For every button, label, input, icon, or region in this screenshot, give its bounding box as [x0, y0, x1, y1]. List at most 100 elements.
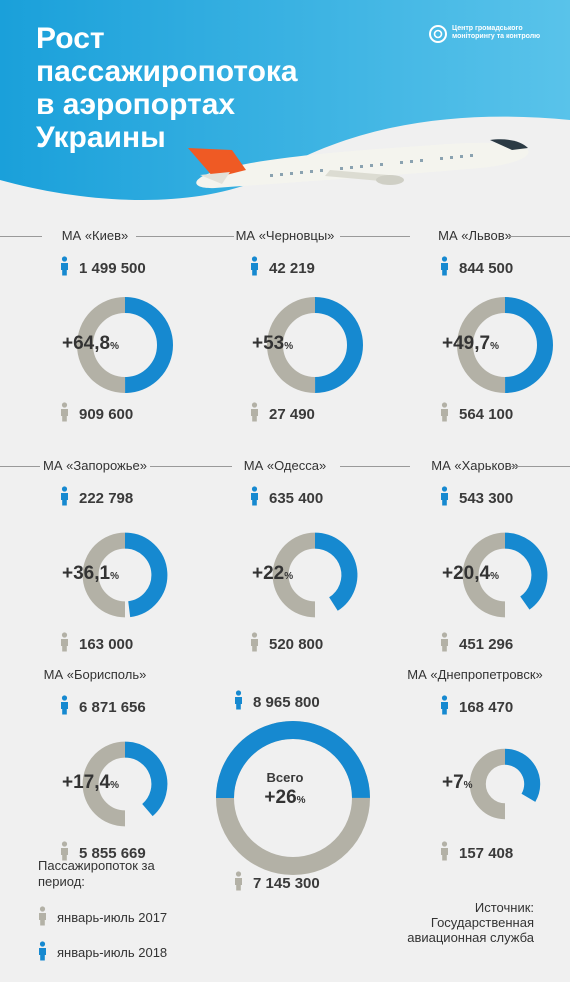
- total-previous: 7 145 300: [234, 871, 320, 895]
- person-icon: [60, 632, 69, 656]
- growth-unit: %: [110, 571, 119, 582]
- current-value: 6 871 656: [79, 698, 146, 716]
- current-value: 222 798: [79, 489, 134, 507]
- previous-value: 564 100: [459, 405, 514, 423]
- monitoring-logo-icon: [429, 25, 447, 43]
- divider-line: [150, 466, 190, 467]
- previous-value: 909 600: [79, 405, 134, 423]
- growth-donut: [77, 297, 173, 393]
- current-value: 1 499 500: [79, 259, 146, 277]
- person-icon: [234, 871, 243, 895]
- header-background: [0, 0, 570, 200]
- growth-donut: [457, 297, 553, 393]
- person-icon: [440, 402, 449, 426]
- person-icon: [250, 256, 259, 280]
- total-growth-unit: %: [296, 795, 306, 806]
- airport-card: МА «Львов» 844 500 +49,7% 564 100: [380, 228, 570, 428]
- growth-unit: %: [284, 571, 294, 582]
- growth-percent: +53%: [252, 333, 293, 355]
- source-label: Источник:: [474, 900, 534, 915]
- current-arc: [124, 741, 168, 817]
- title-line: пассажиропотока: [36, 55, 298, 88]
- growth-value: +20,4: [442, 563, 491, 584]
- growth-value: +17,4: [62, 772, 111, 793]
- person-icon: [38, 941, 47, 964]
- current-passengers: 168 470: [440, 695, 513, 719]
- divider-line: [340, 236, 380, 237]
- legend: Пассажиропоток за период: январь-июль 20…: [38, 858, 188, 964]
- current-arc: [504, 748, 541, 802]
- person-icon: [60, 256, 69, 280]
- page-title: Рост пассажиропотока в аэропортах Украин…: [36, 22, 356, 154]
- previous-value: 5 855 669: [79, 844, 146, 862]
- current-passengers: 543 300: [440, 486, 513, 510]
- divider-line: [380, 466, 410, 467]
- previous-passengers: 163 000: [60, 632, 133, 656]
- growth-value: +22: [252, 563, 285, 584]
- legend-label: январь-июль 2017: [57, 910, 168, 925]
- growth-unit: %: [110, 341, 119, 352]
- person-icon: [60, 695, 69, 719]
- person-icon: [440, 632, 449, 656]
- person-icon: [38, 906, 47, 929]
- growth-donut: [462, 532, 548, 618]
- person-icon: [60, 486, 69, 510]
- airport-card: МА «Черновцы» 42 219 +53% 27 490: [190, 228, 380, 428]
- previous-passengers: 27 490: [250, 402, 315, 426]
- divider-line: [508, 236, 570, 237]
- current-value: 168 470: [459, 698, 514, 716]
- growth-unit: %: [110, 780, 119, 791]
- legend-item-2018: январь-июль 2018: [38, 941, 188, 964]
- airport-name: МА «Харьков»: [431, 458, 519, 473]
- previous-passengers: 520 800: [250, 632, 323, 656]
- total-growth: +26%: [200, 787, 370, 809]
- header-banner: Рост пассажиропотока в аэропортах Украин…: [0, 0, 570, 215]
- airport-name: МА «Киев»: [61, 228, 129, 243]
- growth-donut: [272, 532, 358, 618]
- legend-title: Пассажиропоток за период:: [38, 858, 155, 889]
- divider-line: [136, 236, 190, 237]
- growth-percent: +64,8%: [62, 333, 119, 355]
- airport-name: МА «Запорожье»: [43, 458, 147, 473]
- total-donut: [216, 720, 370, 875]
- current-passengers: 222 798: [60, 486, 133, 510]
- total-card: 8 965 800 Всего +26% 7 145 300: [200, 690, 370, 892]
- total-current-arc: [216, 720, 370, 799]
- current-arc: [124, 297, 173, 393]
- org-name: Центр громадського моніторингу та контро…: [452, 25, 541, 40]
- divider-line: [340, 466, 380, 467]
- current-passengers: 6 871 656: [60, 695, 146, 719]
- total-current-value: 8 965 800: [253, 693, 320, 711]
- growth-value: +7: [442, 772, 464, 793]
- person-icon: [60, 402, 69, 426]
- divider-line: [0, 466, 40, 467]
- total-previous-value: 7 145 300: [253, 874, 320, 892]
- airport-card: МА «Одесса» 635 400 +22% 520 800: [190, 458, 380, 658]
- current-arc: [314, 532, 358, 611]
- previous-value: 451 296: [459, 635, 514, 653]
- current-arc: [314, 297, 363, 393]
- airport-card: МА «Днепропетровск» 168 470 +7% 157 408: [380, 667, 570, 867]
- growth-percent: +22%: [252, 563, 293, 585]
- title-line: в аэропортах: [36, 88, 236, 121]
- growth-percent: +49,7%: [442, 333, 499, 355]
- current-value: 635 400: [269, 489, 324, 507]
- source-text: Государственная авиационная служба: [407, 915, 534, 945]
- current-passengers: 844 500: [440, 256, 513, 280]
- growth-percent: +36,1%: [62, 563, 119, 585]
- previous-passengers: 564 100: [440, 402, 513, 426]
- person-icon: [250, 486, 259, 510]
- growth-donut: [82, 532, 168, 618]
- current-passengers: 1 499 500: [60, 256, 146, 280]
- person-icon: [250, 402, 259, 426]
- growth-donut: [267, 297, 363, 393]
- previous-passengers: 157 408: [440, 841, 513, 865]
- growth-donut: [469, 748, 541, 820]
- previous-value: 163 000: [79, 635, 134, 653]
- divider-line: [380, 236, 410, 237]
- person-icon: [440, 256, 449, 280]
- previous-arc: [267, 297, 316, 393]
- previous-arc: [82, 741, 126, 827]
- airport-card: МА «Киев» 1 499 500 +64,8% 909 600: [0, 228, 190, 428]
- airplane-illustration: [188, 139, 529, 189]
